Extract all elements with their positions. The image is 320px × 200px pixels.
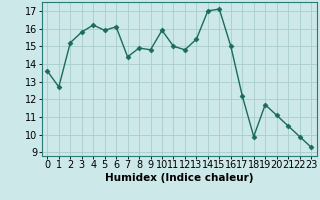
X-axis label: Humidex (Indice chaleur): Humidex (Indice chaleur) [105,173,253,183]
